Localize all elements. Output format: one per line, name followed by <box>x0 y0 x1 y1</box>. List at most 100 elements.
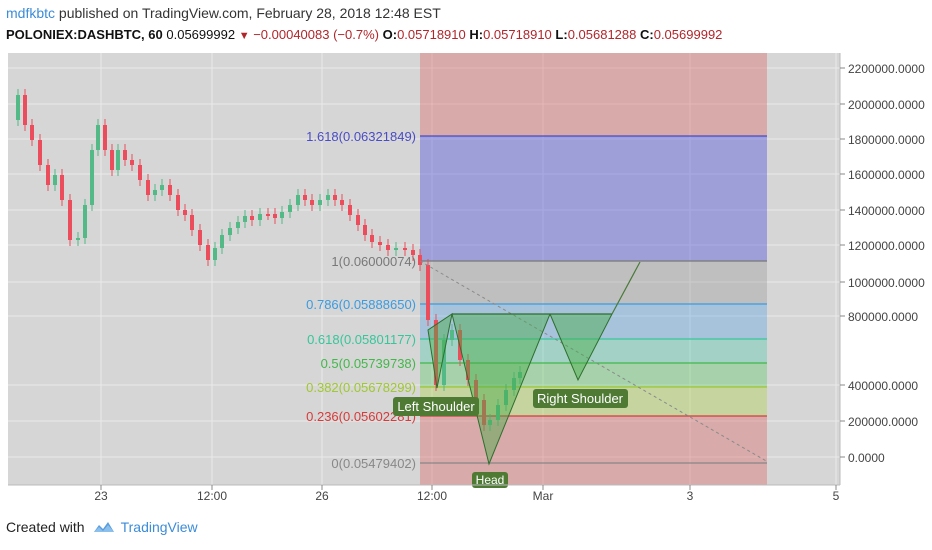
candle-body <box>426 265 430 320</box>
candle-body <box>378 242 382 245</box>
time-label: 3 <box>687 489 694 503</box>
candle-body <box>250 216 254 220</box>
candle-body <box>418 255 422 265</box>
candlestick-series <box>16 89 522 431</box>
candle-body <box>363 225 367 235</box>
head-label: Head <box>472 472 508 488</box>
svg-text:Head: Head <box>476 473 505 487</box>
axis-label: 2000000.0000 <box>848 98 925 112</box>
candle-body <box>110 150 114 170</box>
candle-body <box>83 205 87 238</box>
fib-retracement[interactable] <box>420 53 767 485</box>
candle-body <box>103 125 107 150</box>
close-value: 0.05699992 <box>653 27 723 42</box>
candle-body <box>183 210 187 215</box>
candle-body <box>46 165 50 185</box>
candle-body <box>236 222 240 228</box>
high-value: 0.05718910 <box>483 27 552 42</box>
axis-label: 1000000.0000 <box>848 276 925 290</box>
axis-label: 800000.0000 <box>848 310 918 324</box>
candle-body <box>96 125 100 150</box>
candle-body <box>30 125 34 140</box>
candle-body <box>411 250 415 255</box>
candle-body <box>160 185 164 190</box>
axis-label: 200000.0000 <box>848 415 918 429</box>
open-label: O: <box>382 27 398 42</box>
right-shoulder-label: Right Shoulder <box>533 389 628 408</box>
tradingview-logo-icon <box>93 522 114 532</box>
time-label: 12:00 <box>417 489 447 503</box>
candle-body <box>474 380 478 400</box>
candle-body <box>466 360 470 380</box>
tradingview-brand-label: TradingView <box>120 519 198 535</box>
axis-label: 1600000.0000 <box>848 168 925 182</box>
candle-body <box>310 200 314 205</box>
quote-line: POLONIEX:DASHBTC, 60 0.05699992 ▼ −0.000… <box>6 27 722 42</box>
left-shoulder-shape[interactable] <box>427 312 453 389</box>
publish-info: published on TradingView.com, February 2… <box>58 5 441 21</box>
candle-body <box>394 248 398 250</box>
candle-body <box>296 195 300 205</box>
candle-body <box>288 205 292 212</box>
candle-body <box>518 372 522 378</box>
fib-level-label: 0(0.05479402) <box>331 456 416 471</box>
candle-body <box>76 238 80 240</box>
close-label: C: <box>640 27 654 42</box>
candle-body <box>68 200 72 240</box>
fib-level-label: 0.618(0.05801177) <box>307 332 416 347</box>
fib-level-label: 0.236(0.05602281) <box>306 409 416 424</box>
fib-zone <box>420 304 767 339</box>
fib-zone <box>420 261 767 304</box>
candle-body <box>153 190 157 195</box>
candle-body <box>280 212 284 218</box>
fib-zone <box>420 416 767 463</box>
candle-body <box>16 95 20 120</box>
axis-label: 2200000.0000 <box>848 62 925 76</box>
axis-label: 0.0000 <box>848 451 885 465</box>
candle-body <box>496 405 500 420</box>
candle-body <box>228 228 232 235</box>
candle-body <box>243 216 247 222</box>
candle-body <box>130 160 134 165</box>
low-label: L: <box>555 27 568 42</box>
trend-line[interactable] <box>419 260 769 463</box>
candle-body <box>258 214 262 220</box>
candle-body <box>303 195 307 200</box>
candle-body <box>333 195 337 200</box>
candle-body <box>482 400 486 425</box>
down-arrow-icon: ▼ <box>238 30 250 42</box>
fib-labels: 1.618(0.06321849) 1(0.06000074) 0.786(0.05… <box>306 129 416 471</box>
price-change: −0.00040083 (−0.7%) <box>253 27 379 42</box>
high-label: H: <box>469 27 484 42</box>
axis-label: 1400000.0000 <box>848 204 925 218</box>
candle-body <box>176 195 180 210</box>
candle-body <box>340 200 344 205</box>
candle-body <box>273 214 277 218</box>
candle-body <box>318 200 322 205</box>
fib-level-label: 0.5(0.05739738) <box>321 356 416 371</box>
axis-label: 1200000.0000 <box>848 239 925 253</box>
low-value: 0.05681288 <box>567 27 637 42</box>
candle-body <box>450 330 454 340</box>
publish-header: mdfkbtc published on TradingView.com, Fe… <box>6 5 441 21</box>
candle-body <box>38 140 42 165</box>
candle-body <box>370 235 374 242</box>
candle-body <box>190 215 194 230</box>
breakout-projection[interactable] <box>611 261 641 315</box>
tradingview-link[interactable]: TradingView <box>93 519 198 535</box>
time-axis[interactable]: 23 12:00 26 12:00 Mar 3 5 <box>94 485 840 503</box>
fib-zone <box>420 136 767 261</box>
fib-zone-top <box>420 53 767 136</box>
author-link[interactable]: mdfkbtc <box>6 5 56 21</box>
open-value: 0.05718910 <box>397 27 466 42</box>
left-shoulder-label: Left Shoulder <box>393 397 479 416</box>
candle-body <box>206 245 210 260</box>
right-price-axis[interactable]: 2200000.0000 2000000.0000 1800000.0000 1600… <box>840 62 925 465</box>
candle-body <box>168 185 172 195</box>
svg-text:Right Shoulder: Right Shoulder <box>537 391 624 406</box>
candle-body <box>386 245 390 250</box>
candle-body <box>198 230 202 245</box>
candle-body <box>116 150 120 170</box>
created-with-label: Created with <box>6 519 85 535</box>
